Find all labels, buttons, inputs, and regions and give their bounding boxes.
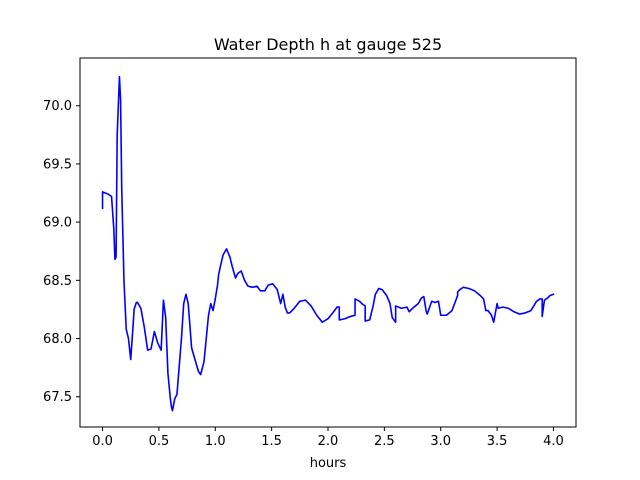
plot-area	[80, 58, 576, 427]
x-tick-label: 0.0	[92, 434, 113, 449]
x-tick-label: 1.0	[205, 434, 226, 449]
y-tick-label: 70.0	[43, 99, 72, 114]
x-tick-label: 4.0	[543, 434, 564, 449]
x-axis-label: hours	[310, 456, 347, 471]
y-tick-label: 69.0	[43, 216, 72, 231]
chart-title: Water Depth h at gauge 525	[214, 35, 442, 54]
y-tick-label: 67.5	[43, 390, 72, 405]
series-line-0	[101, 75, 555, 412]
x-tick-label: 2.0	[318, 434, 339, 449]
y-tick-label: 68.0	[43, 332, 72, 347]
plot-background	[80, 58, 576, 427]
x-tick-label: 0.5	[149, 434, 170, 449]
x-tick-label: 3.5	[487, 434, 508, 449]
axes: 0.0 0.5 1.0 1.5 2.0 2.5 3.0 3.5 4.0 67.5 68.0 68.5 6…	[43, 57, 577, 449]
x-tick-label: 2.5	[374, 434, 395, 449]
y-tick-label: 68.5	[43, 274, 72, 289]
y-tick-label: 69.5	[43, 157, 72, 172]
x-tick-label: 1.5	[261, 434, 282, 449]
x-tick-label: 3.0	[430, 434, 451, 449]
